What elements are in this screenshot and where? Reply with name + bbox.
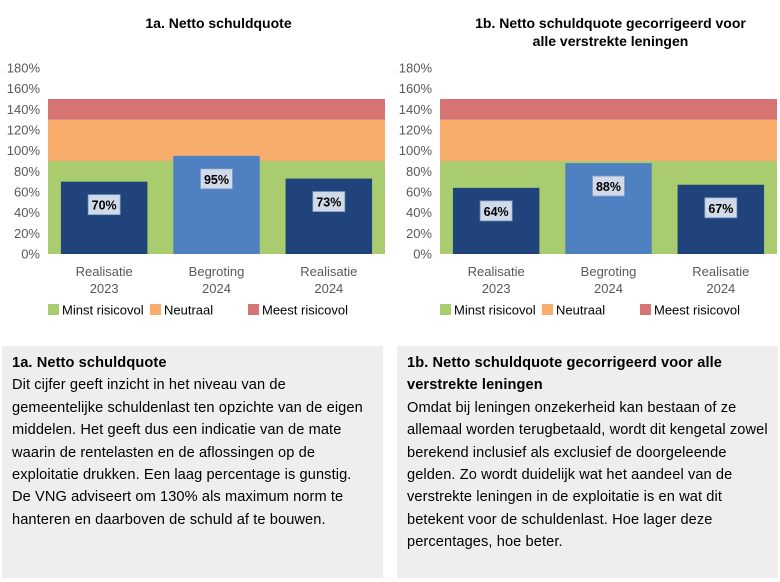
chart-netto-schuldquote-gecorrigeerd: 1b. Netto schuldquote gecorrigeerd voor a… [392,0,780,330]
x-tick-label: 2023 [90,281,119,296]
x-tick-label: 2024 [314,281,343,296]
data-label-box [479,200,513,222]
risk-band [440,119,777,161]
legend-label: Neutraal [164,303,213,318]
x-tick-label: Begroting [189,264,245,279]
x-tick-label: Begroting [581,264,637,279]
y-tick-label: 140% [7,102,41,117]
x-tick-label: 2023 [482,281,511,296]
chart-title: 1b. Netto schuldquote gecorrigeerd voor [475,15,746,31]
y-tick-label: 120% [399,123,433,138]
y-tick-label: 140% [399,102,433,117]
x-tick-label: Realisatie [692,264,749,279]
y-tick-label: 160% [7,81,41,96]
y-tick-label: 20% [406,226,432,241]
y-tick-label: 60% [14,185,40,200]
bar [677,184,765,254]
y-tick-label: 0% [21,247,40,262]
data-label-box [87,194,121,216]
data-label-box [312,191,346,212]
x-tick-label: 2024 [202,281,231,296]
data-label: 73% [316,196,341,210]
y-tick-label: 180% [7,61,41,76]
legend-swatch [248,304,259,315]
panel-title: 1a. Netto schuldquote [12,355,167,371]
explanation-panel-1b: 1b. Netto schuldquote gecorrigeerd voor … [397,346,778,578]
y-tick-label: 20% [14,226,40,241]
data-label: 88% [596,180,621,194]
y-tick-label: 120% [7,123,41,138]
risk-band [48,99,385,120]
legend-label: Minst risicovol [454,303,536,318]
x-tick-label: Realisatie [468,264,525,279]
chart-title: 1a. Netto schuldquote [145,15,291,31]
y-tick-label: 80% [14,164,40,179]
y-tick-label: 100% [399,143,433,158]
legend-label: Meest risicovol [262,303,348,318]
data-label-box [592,175,625,197]
data-label: 95% [204,173,229,187]
risk-band [440,99,777,120]
panel-body: Dit cijfer geeft inzicht in het niveau v… [12,377,363,528]
legend-swatch [640,304,651,315]
data-label: 70% [92,199,117,213]
y-tick-label: 180% [399,61,433,76]
legend-label: Neutraal [556,303,605,318]
legend-swatch [440,304,451,315]
chart-svg: 1b. Netto schuldquote gecorrigeerd voor a… [399,15,777,318]
panel-title: 1b. Netto schuldquote gecorrigeerd voor … [407,355,722,394]
y-tick-label: 160% [399,81,433,96]
chart-netto-schuldquote: 1a. Netto schuldquote 0% 20% 40% 60% 80% 100% 1… [0,0,390,330]
legend-swatch [48,304,59,315]
y-tick-label: 60% [406,185,432,200]
y-tick-label: 100% [7,143,41,158]
x-tick-label: Realisatie [300,264,357,279]
x-tick-label: 2024 [594,281,623,296]
legend-label: Meest risicovol [654,303,740,318]
data-label-box [200,168,233,190]
data-label: 67% [708,202,733,216]
risk-band [48,119,385,161]
chart-title: alle verstrekte leningen [533,33,689,49]
legend-swatch [542,304,553,315]
data-label-box [704,197,738,219]
panel-body: Omdat bij leningen onzekerheid kan besta… [407,399,768,551]
bar [285,178,373,254]
bar [60,181,148,254]
data-label: 64% [484,205,509,219]
y-tick-label: 0% [413,247,432,262]
x-tick-label: 2024 [706,281,735,296]
explanation-panel-1a: 1a. Netto schuldquote Dit cijfer geeft i… [2,346,383,578]
legend-label: Minst risicovol [62,303,144,318]
legend-swatch [150,304,161,315]
y-tick-label: 40% [14,205,40,220]
chart-svg: 1a. Netto schuldquote 0% 20% 40% 60% 80% 100% 1… [7,15,385,318]
y-tick-label: 40% [406,205,432,220]
y-tick-label: 80% [406,164,432,179]
x-tick-label: Realisatie [76,264,133,279]
